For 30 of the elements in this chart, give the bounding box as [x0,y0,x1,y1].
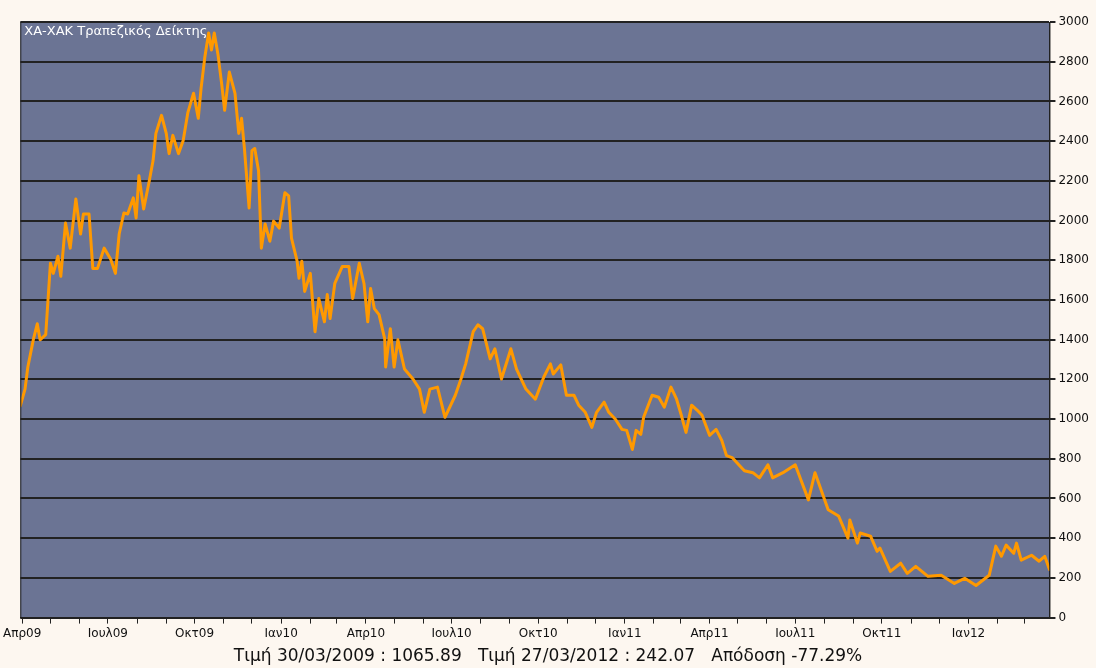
y-tick-label: 2600 [1058,93,1090,108]
x-tick-label: Οκτ09 [175,625,215,640]
y-tick-label: 2800 [1058,53,1090,68]
x-tick-label: Οκτ11 [862,625,902,640]
x-tick-label: Απρ10 [346,625,386,640]
y-tick-label: 2400 [1058,133,1090,148]
y-tick-label: 1600 [1058,292,1090,307]
chart-title: ΧΑ-ΧΑΚ Τραπεζικός Δείκτης [24,22,208,38]
x-tick-label: Απρ11 [690,625,729,640]
x-tick-label: Ιαν10 [264,625,298,640]
y-tick-label: 800 [1058,450,1082,465]
x-tick-label: Ιαν11 [608,625,642,640]
x-tick-label: Ιουλ10 [431,625,472,640]
y-tick-label: 0 [1058,609,1067,624]
y-tick-label: 1200 [1058,371,1090,386]
y-tick-label: 1400 [1058,331,1090,346]
y-tick-label: 400 [1058,530,1082,545]
x-tick-label: Απρ09 [3,625,42,640]
y-tick-label: 3000 [1058,14,1090,29]
y-tick-label: 2200 [1058,172,1090,187]
y-tick-label: 1000 [1058,411,1090,426]
y-tick-label: 600 [1058,490,1082,505]
text: Τιμή 30/03/2009 : 1065.89 Τιμή 27/03/2012 : 242.07 Απόδοση -77.29% [232,645,864,665]
x-tick-label: Ιουλ11 [775,625,816,640]
x-tick-label: Ιουλ09 [87,625,128,640]
x-tick-label: Ιαν12 [951,625,986,640]
y-tick-label: 1800 [1058,252,1090,267]
y-tick-label: 200 [1058,570,1082,585]
x-tick-label: Οκτ10 [518,625,558,640]
y-tick-label: 2000 [1058,212,1090,227]
